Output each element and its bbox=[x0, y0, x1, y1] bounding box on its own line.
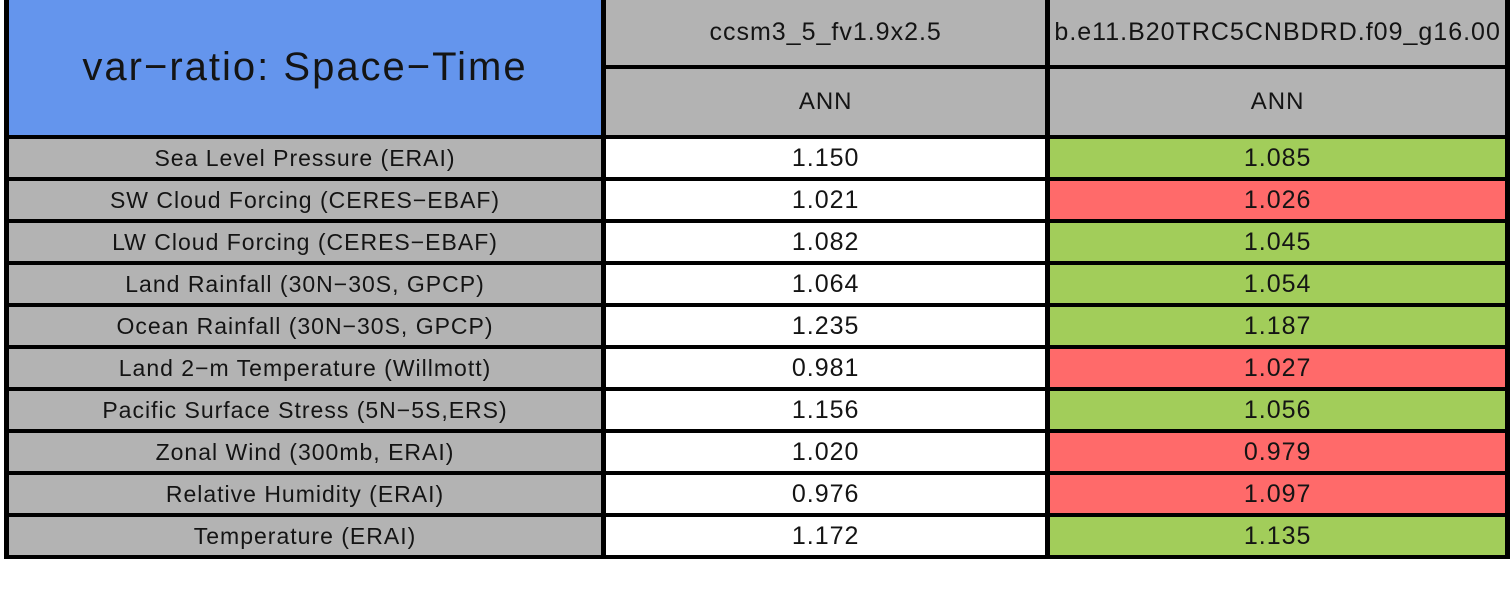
row-label: Zonal Wind (300mb, ERAI) bbox=[3, 429, 607, 475]
metric-value-cell: 1.156 bbox=[601, 387, 1051, 433]
table-row: Pacific Surface Stress (5N−5S,ERS) 1.156… bbox=[3, 387, 1510, 433]
metric-value-cell: 0.976 bbox=[601, 471, 1051, 517]
metric-value-cell: 0.981 bbox=[601, 345, 1051, 391]
metric-value-cell: 1.172 bbox=[601, 513, 1051, 559]
metric-value-cell: 1.085 bbox=[1045, 135, 1510, 181]
metric-value-cell: 1.064 bbox=[601, 261, 1051, 307]
table-row: LW Cloud Forcing (CERES−EBAF) 1.082 1.04… bbox=[3, 219, 1510, 265]
table-row: Relative Humidity (ERAI) 0.976 1.097 bbox=[3, 471, 1510, 517]
metric-value-cell: 1.021 bbox=[601, 177, 1051, 223]
metric-value-cell: 1.054 bbox=[1045, 261, 1510, 307]
metrics-table: var−ratio: Space−Time ccsm3_5_fv1.9x2.5 … bbox=[3, 0, 1510, 559]
metric-value-cell: 1.150 bbox=[601, 135, 1051, 181]
metric-value-cell: 1.026 bbox=[1045, 177, 1510, 223]
metric-value-cell: 1.097 bbox=[1045, 471, 1510, 517]
metric-value-cell: 1.082 bbox=[601, 219, 1051, 265]
model-header-row: var−ratio: Space−Time ccsm3_5_fv1.9x2.5 … bbox=[3, 0, 1510, 139]
row-label: Land Rainfall (30N−30S, GPCP) bbox=[3, 261, 607, 307]
row-label: Temperature (ERAI) bbox=[3, 513, 607, 559]
table-row: Sea Level Pressure (ERAI) 1.150 1.085 bbox=[3, 135, 1510, 181]
row-label: Sea Level Pressure (ERAI) bbox=[3, 135, 607, 181]
row-label: Pacific Surface Stress (5N−5S,ERS) bbox=[3, 387, 607, 433]
metric-value-cell: 1.187 bbox=[1045, 303, 1510, 349]
table-row: Ocean Rainfall (30N−30S, GPCP) 1.235 1.1… bbox=[3, 303, 1510, 349]
table-row: SW Cloud Forcing (CERES−EBAF) 1.021 1.02… bbox=[3, 177, 1510, 223]
table-row: Land 2−m Temperature (Willmott) 0.981 1.… bbox=[3, 345, 1510, 391]
row-label: Land 2−m Temperature (Willmott) bbox=[3, 345, 607, 391]
season-col-1: ANN bbox=[601, 65, 1051, 139]
model-name-col-2: b.e11.B20TRC5CNBDRD.f09_g16.00 bbox=[1045, 0, 1510, 69]
metric-value-cell: 1.135 bbox=[1045, 513, 1510, 559]
row-label: Ocean Rainfall (30N−30S, GPCP) bbox=[3, 303, 607, 349]
table-row: Zonal Wind (300mb, ERAI) 1.020 0.979 bbox=[3, 429, 1510, 475]
model-name-col-1: ccsm3_5_fv1.9x2.5 bbox=[601, 0, 1051, 69]
season-header-row: ANN ANN bbox=[7, 65, 1510, 139]
table-row: Land Rainfall (30N−30S, GPCP) 1.064 1.05… bbox=[3, 261, 1510, 307]
row-label: LW Cloud Forcing (CERES−EBAF) bbox=[3, 219, 607, 265]
table-title: var−ratio: Space−Time bbox=[3, 0, 607, 139]
table-row: Temperature (ERAI) 1.172 1.135 bbox=[3, 513, 1510, 559]
metric-value-cell: 0.979 bbox=[1045, 429, 1510, 475]
metric-value-cell: 1.027 bbox=[1045, 345, 1510, 391]
season-col-2: ANN bbox=[1045, 65, 1510, 139]
row-label: SW Cloud Forcing (CERES−EBAF) bbox=[3, 177, 607, 223]
metric-value-cell: 1.045 bbox=[1045, 219, 1510, 265]
row-label: Relative Humidity (ERAI) bbox=[3, 471, 607, 517]
metric-value-cell: 1.056 bbox=[1045, 387, 1510, 433]
metric-value-cell: 1.020 bbox=[601, 429, 1051, 475]
metric-value-cell: 1.235 bbox=[601, 303, 1051, 349]
